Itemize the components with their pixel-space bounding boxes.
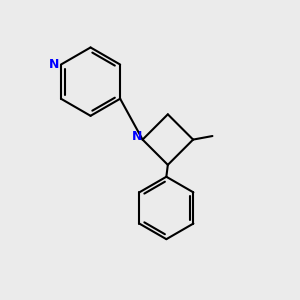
Text: N: N (49, 58, 60, 71)
Text: N: N (132, 130, 142, 142)
